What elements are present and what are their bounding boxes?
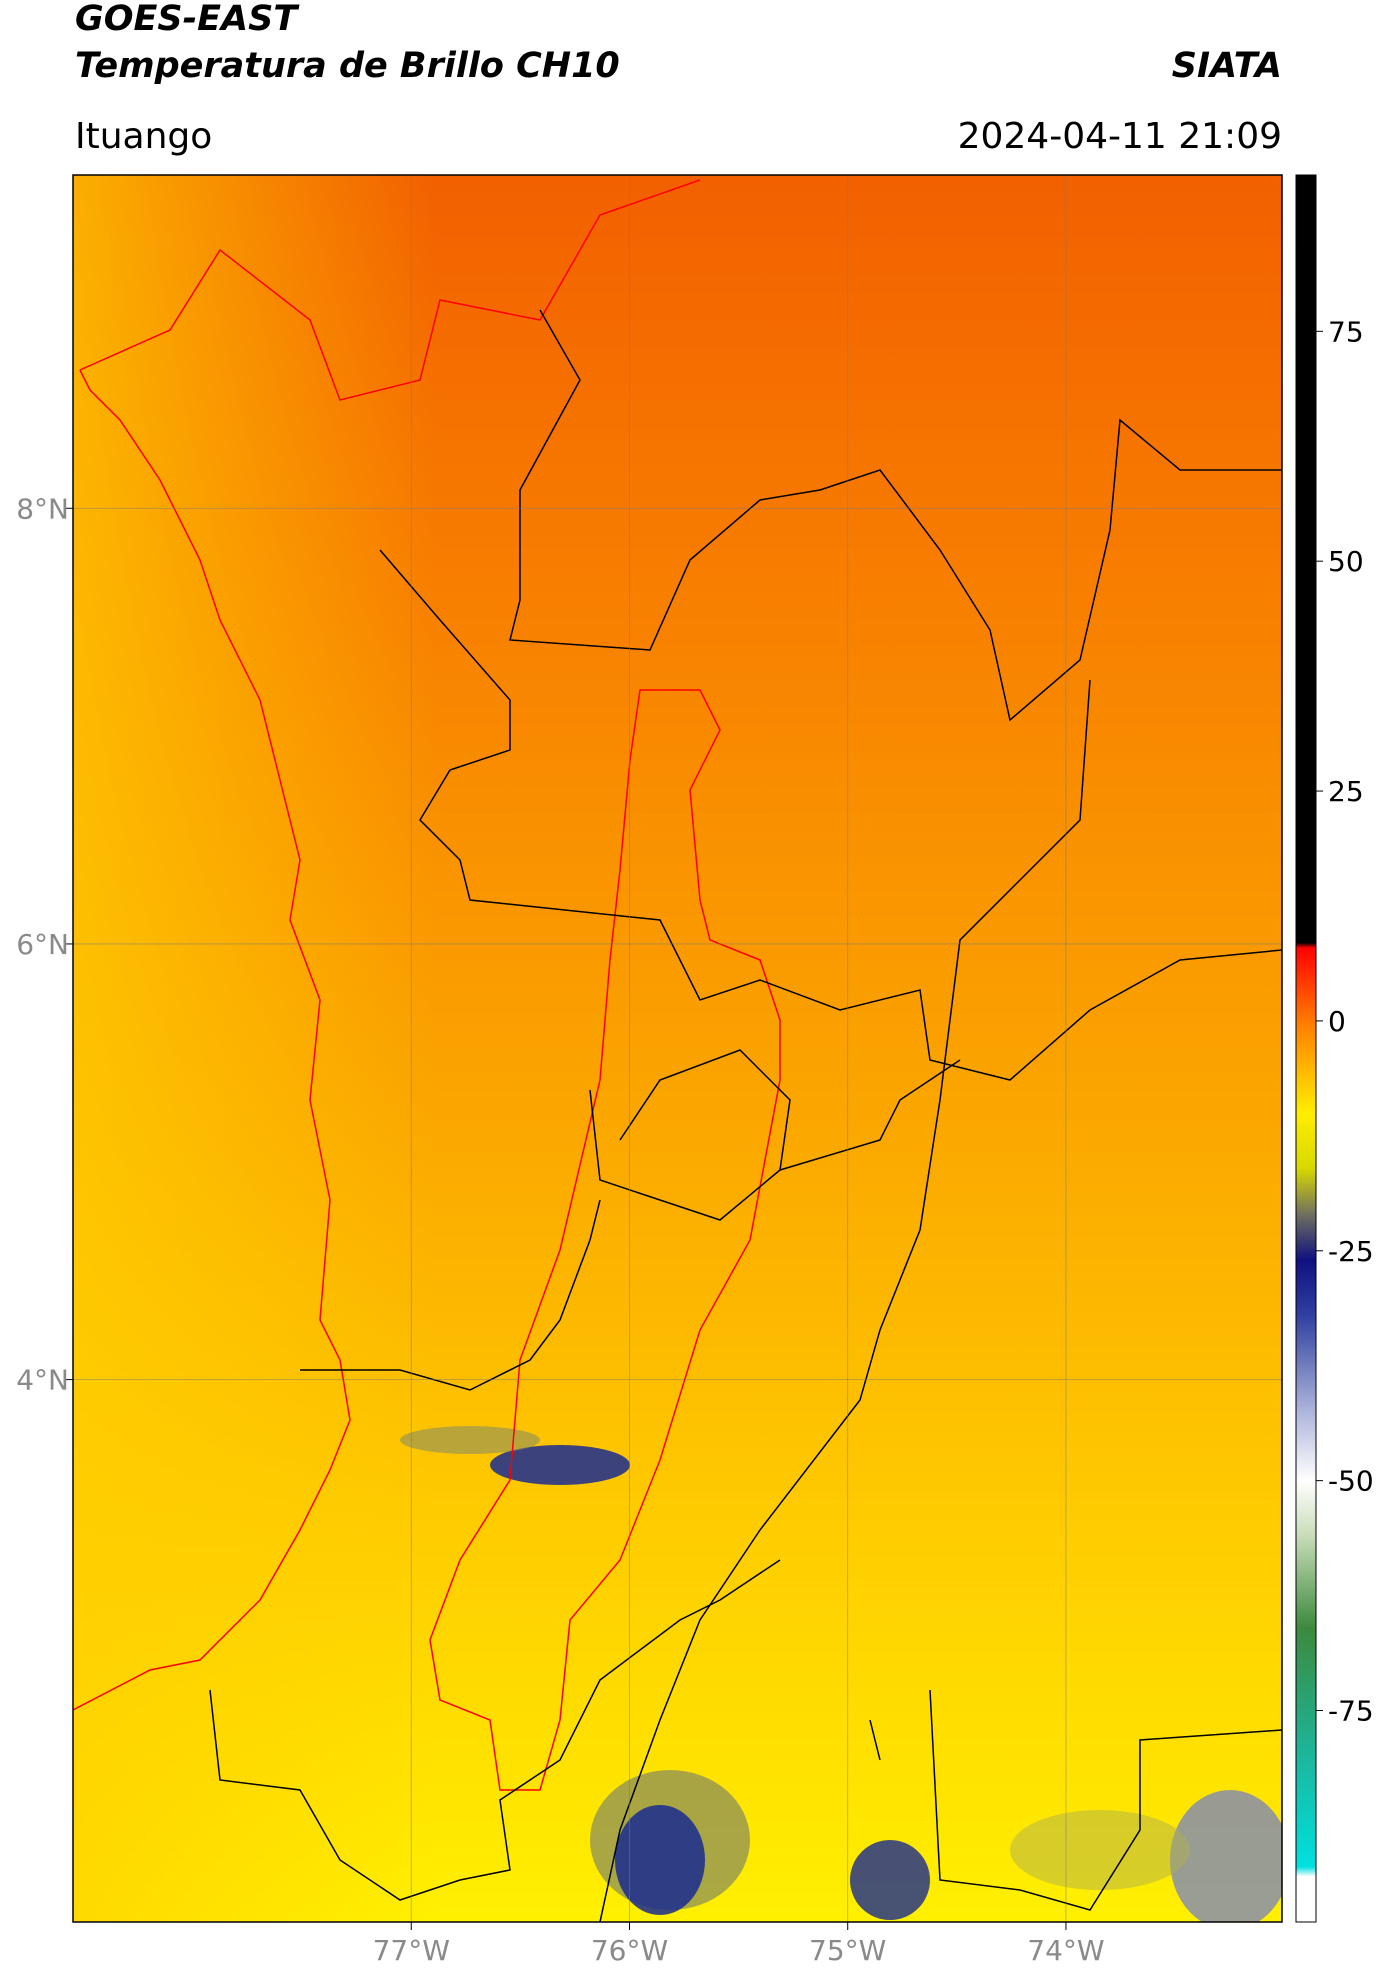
title: GOES-EAST <box>75 0 300 39</box>
colorbar-segment <box>1296 175 1316 944</box>
border <box>599 679 1091 1922</box>
colorbar-segment <box>1296 1259 1316 1316</box>
cloud <box>490 1445 630 1485</box>
colorbar-segment <box>1296 1168 1316 1215</box>
colorbar-tick-label: 0 <box>1328 1005 1346 1038</box>
colorbar-segment <box>1296 947 1316 1022</box>
colorbar-segment <box>1296 1535 1316 1629</box>
subtitle: Temperatura de Brillo CH10 <box>75 46 620 86</box>
cloud <box>1170 1790 1282 1922</box>
region: Ituango <box>75 116 212 157</box>
colorbar-frame <box>1295 174 1317 1923</box>
coastline <box>79 179 701 401</box>
colorbar-tick-label: 25 <box>1328 775 1364 808</box>
colorbar-segment <box>1296 942 1316 948</box>
border <box>300 1059 961 1391</box>
grid: 77°W 76°W 75°W 74°W 8°N 6°N 4°N <box>16 175 1282 1967</box>
colorbar-segment <box>1296 1315 1316 1408</box>
cloud <box>850 1840 930 1920</box>
colorbar-segment <box>1296 1738 1316 1868</box>
timestamp: 2024-04-11 21:09 <box>958 116 1282 157</box>
colorbar-segment <box>1296 1480 1316 1537</box>
border <box>509 309 1282 722</box>
x-tick-label: 77°W <box>373 1934 450 1967</box>
colorbar-tick-label: -50 <box>1328 1465 1374 1498</box>
colorbar-segment <box>1296 1627 1316 1739</box>
map-shade <box>73 175 1282 1922</box>
colorbar-tick-label: -75 <box>1328 1695 1374 1728</box>
cloud <box>1010 1810 1190 1890</box>
y-tick-label: 4°N <box>16 1364 69 1397</box>
basin-outline <box>429 689 781 1791</box>
y-tick-label: 6°N <box>16 928 69 961</box>
coastline <box>73 369 351 1711</box>
colorbar-segment <box>1296 1020 1316 1114</box>
border <box>379 549 1282 1081</box>
colorbar-tick-label: 75 <box>1328 315 1364 348</box>
colorbar: 75 50 25 0 -25 -50 -75 <box>1295 174 1374 1923</box>
colorbar-segment <box>1296 1407 1316 1482</box>
y-tick-label: 8°N <box>16 492 69 525</box>
colorbar-segment <box>1296 1876 1316 1923</box>
colorbar-tick-label: -25 <box>1328 1235 1374 1268</box>
x-tick-label: 76°W <box>591 1934 668 1967</box>
map-frame <box>72 174 1283 1923</box>
border <box>209 1559 1282 1911</box>
x-tick-label: 74°W <box>1027 1934 1104 1967</box>
colorbar-segment <box>1296 1214 1316 1261</box>
source: SIATA <box>1172 46 1282 86</box>
colorbar-tick-label: 50 <box>1328 545 1364 578</box>
colorbar-segment <box>1296 1866 1316 1877</box>
cloud <box>400 1426 540 1454</box>
colorbar-segment <box>1296 1112 1316 1169</box>
cloud <box>615 1805 705 1915</box>
map-image <box>73 175 1282 1922</box>
x-tick-label: 75°W <box>809 1934 886 1967</box>
